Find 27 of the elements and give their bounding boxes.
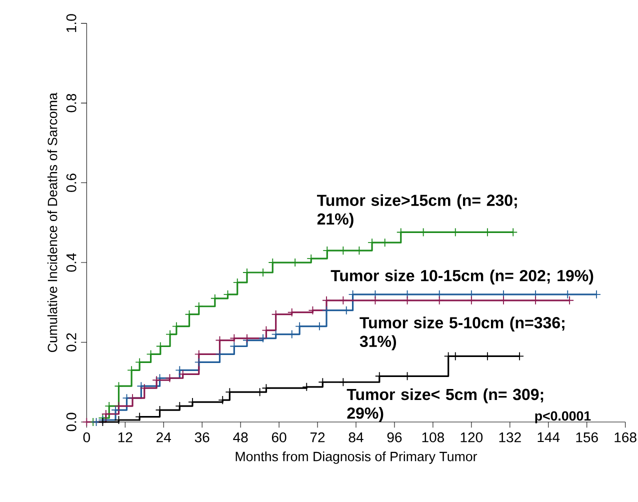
x-tick-label: 168 (614, 432, 636, 442)
x-tick-label: 120 (460, 432, 483, 442)
x-tick-label: 12 (118, 432, 132, 442)
y-tick-label: 0.4 (66, 253, 76, 272)
y-tick-label: 0.0 (66, 412, 76, 432)
y-tick-label: 0.6 (66, 174, 76, 192)
y-tick-label: 0.8 (66, 94, 76, 112)
x-axis-title: Months from Diagnosis of Primary Tumor (236, 451, 478, 464)
y-tick-label: 1.0 (66, 14, 76, 32)
x-tick-label: 84 (348, 432, 364, 442)
series-label: Tumor size 5-10cm (n=336; 31%) (360, 316, 564, 350)
x-tick-label: 48 (233, 432, 248, 442)
x-tick-label: 108 (422, 432, 444, 442)
series-label: Tumor size 10-15cm (n= 202; 19%) (330, 270, 594, 284)
annotation: p<0.0001 (535, 411, 591, 424)
x-tick-label: 24 (156, 432, 171, 442)
y-tick-label: 0.2 (66, 333, 76, 352)
x-tick-label: 0 (83, 432, 90, 442)
x-tick-label: 96 (387, 432, 402, 442)
x-tick-label: 72 (310, 432, 325, 442)
y-axis-title: Cumulative Incidence of Deaths of Sarcoma (47, 92, 58, 352)
series-label: Tumor size>15cm (n= 230; 21%) (317, 194, 517, 228)
x-tick-label: 156 (576, 432, 598, 442)
x-tick-label: 144 (538, 432, 560, 442)
x-tick-label: 36 (194, 432, 210, 442)
x-tick-label: 132 (499, 432, 521, 442)
x-tick-label: 60 (272, 432, 286, 442)
